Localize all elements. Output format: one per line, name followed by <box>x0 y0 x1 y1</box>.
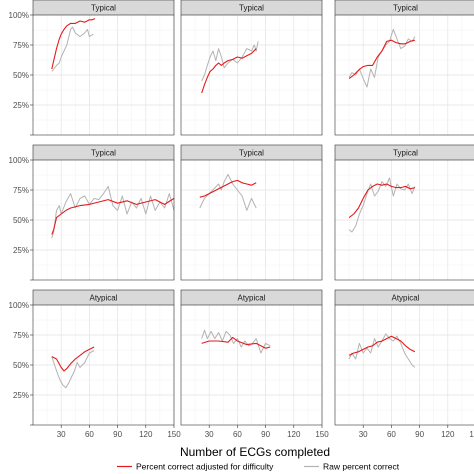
series-line-adjusted <box>348 335 416 356</box>
x-tick-label: 90 <box>415 430 424 439</box>
series-line-adjusted <box>51 346 95 372</box>
y-tick-label: 75% <box>13 41 29 50</box>
facet-panel-2: Typical <box>180 0 323 136</box>
facet-panel-5: Typical <box>180 144 323 281</box>
panel-border <box>180 14 323 136</box>
series-line-raw <box>51 26 94 72</box>
facet-strip-label: Typical <box>393 149 418 158</box>
y-tick-label: 25% <box>13 391 29 400</box>
facet-strip-label: Typical <box>239 149 264 158</box>
series-line-adjusted <box>348 39 416 80</box>
x-axis-title: Number of ECGs completed <box>180 445 330 459</box>
y-tick-label: 50% <box>13 361 29 370</box>
series-line-raw <box>348 177 416 233</box>
facet-panel-4: Typical 25% 50% 75% 100% <box>9 144 175 281</box>
series-line-adjusted <box>51 197 175 235</box>
facet-strip-label: Typical <box>91 4 116 13</box>
x-tick-label: 150 <box>469 430 474 439</box>
facet-panel-7: Atypical 25% 50% 75% 100% 30 60 90 120 150 <box>9 289 181 439</box>
y-tick-label: 100% <box>9 11 29 20</box>
x-tick-label: 120 <box>441 430 455 439</box>
series-line-adjusted <box>348 183 416 219</box>
x-tick-label: 90 <box>261 430 270 439</box>
y-tick-label: 100% <box>9 301 29 310</box>
x-tick-label: 150 <box>315 430 329 439</box>
y-tick-label: 50% <box>13 71 29 80</box>
y-tick-label: 25% <box>13 246 29 255</box>
legend-label-raw: Raw percent correct <box>323 462 400 472</box>
x-tick-label: 120 <box>287 430 301 439</box>
facet-strip-label: Atypical <box>237 294 265 303</box>
x-tick-label: 120 <box>139 430 153 439</box>
facet-strip-label: Atypical <box>89 294 117 303</box>
series-line-adjusted <box>201 48 257 94</box>
y-tick-label: 100% <box>9 156 29 165</box>
panel-border <box>334 304 474 426</box>
panel-border <box>334 14 474 136</box>
y-tick-label: 75% <box>13 331 29 340</box>
y-tick-label: 50% <box>13 216 29 225</box>
x-tick-label: 60 <box>387 430 396 439</box>
x-tick-label: 60 <box>233 430 242 439</box>
x-tick-label: 150 <box>167 430 181 439</box>
series-line-adjusted <box>199 179 257 198</box>
series-line-adjusted <box>201 336 271 349</box>
legend-label-adjusted: Percent correct adjusted for difficulty <box>136 462 274 472</box>
x-tick-label: 30 <box>359 430 368 439</box>
panel-border <box>180 159 323 281</box>
x-tick-label: 30 <box>205 430 214 439</box>
facet-panel-9: Atypical 30 60 90 120 150 <box>334 289 474 439</box>
y-tick-label: 25% <box>13 101 29 110</box>
facet-strip-label: Typical <box>393 4 418 13</box>
facet-panel-1: Typical 25% 50% 75% 100% <box>9 0 175 136</box>
panel-border <box>334 159 474 281</box>
x-tick-label: 30 <box>57 430 66 439</box>
legend: Percent correct adjusted for difficulty R… <box>117 462 400 472</box>
facet-strip-label: Atypical <box>391 294 419 303</box>
series-line-adjusted <box>51 18 96 70</box>
x-tick-label: 60 <box>85 430 94 439</box>
facet-strip-label: Typical <box>239 4 264 13</box>
series-line-raw <box>201 329 271 354</box>
x-tick-label: 90 <box>113 430 122 439</box>
facet-panel-8: Atypical 30 60 90 120 150 <box>180 289 329 439</box>
y-tick-label: 75% <box>13 186 29 195</box>
facet-strip-label: Typical <box>91 149 116 158</box>
panel-border <box>180 304 323 426</box>
series-line-raw <box>201 41 259 82</box>
series-line-raw <box>51 350 95 389</box>
facet-panel-6: Typical <box>334 144 474 281</box>
facet-panel-3: Typical <box>334 0 474 136</box>
